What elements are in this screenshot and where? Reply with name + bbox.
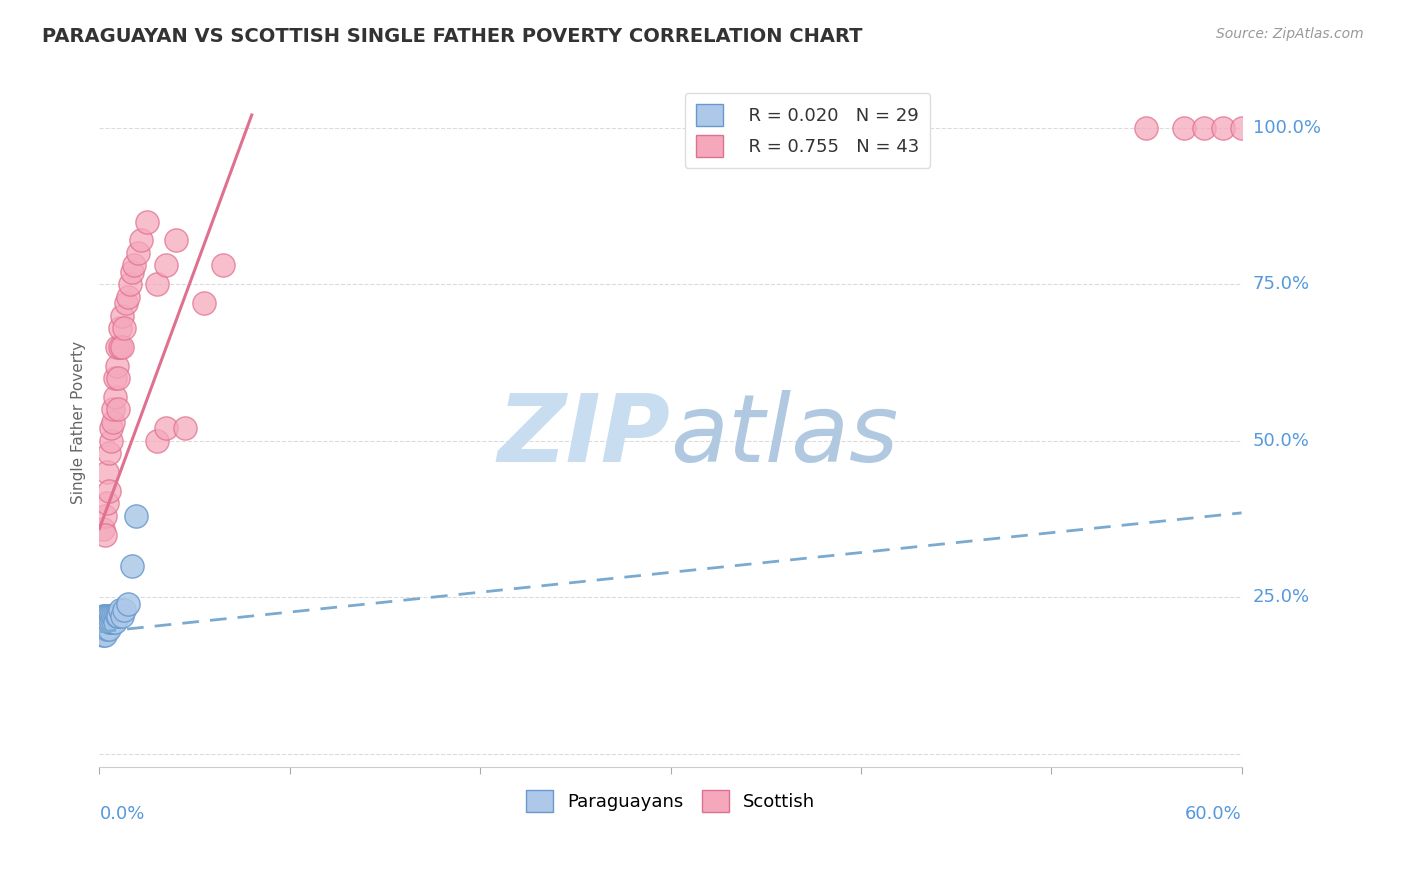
Point	[97, 615, 120, 630]
Point	[96, 465, 118, 479]
Point	[110, 321, 132, 335]
Point	[112, 603, 135, 617]
Point	[105, 359, 128, 373]
Point	[122, 259, 145, 273]
Point	[117, 597, 139, 611]
Point	[110, 340, 132, 354]
Text: 60.0%: 60.0%	[1185, 805, 1241, 823]
Point	[96, 622, 118, 636]
Point	[97, 622, 120, 636]
Point	[101, 615, 124, 630]
Point	[96, 496, 118, 510]
Text: 100.0%: 100.0%	[1253, 119, 1320, 136]
Point	[94, 622, 117, 636]
Point	[91, 609, 114, 624]
Point	[193, 296, 215, 310]
Point	[101, 415, 124, 429]
Point	[91, 522, 114, 536]
Point	[91, 615, 114, 630]
Point	[1230, 120, 1253, 135]
Text: 0.0%: 0.0%	[100, 805, 145, 823]
Point	[117, 290, 139, 304]
Point	[97, 609, 120, 624]
Text: atlas: atlas	[671, 391, 898, 482]
Point	[118, 277, 141, 292]
Point	[97, 483, 120, 498]
Point	[145, 434, 167, 448]
Y-axis label: Single Father Poverty: Single Father Poverty	[72, 341, 86, 504]
Legend: Paraguayans, Scottish: Paraguayans, Scottish	[519, 783, 823, 820]
Point	[94, 615, 117, 630]
Point	[104, 609, 127, 624]
Point	[136, 214, 159, 228]
Point	[100, 434, 122, 448]
Point	[96, 609, 118, 624]
Point	[110, 603, 132, 617]
Point	[100, 609, 122, 624]
Point	[124, 508, 146, 523]
Point	[115, 296, 138, 310]
Point	[127, 245, 149, 260]
Point	[1173, 120, 1195, 135]
Point	[111, 309, 134, 323]
Point	[111, 340, 134, 354]
Point	[104, 615, 127, 630]
Point	[105, 340, 128, 354]
Text: 25.0%: 25.0%	[1253, 589, 1310, 607]
Point	[121, 559, 143, 574]
Point	[97, 446, 120, 460]
Point	[111, 609, 134, 624]
Point	[107, 402, 129, 417]
Point	[96, 615, 118, 630]
Point	[94, 508, 117, 523]
Point	[100, 615, 122, 630]
Point	[94, 528, 117, 542]
Point	[174, 421, 197, 435]
Point	[155, 421, 177, 435]
Point	[112, 321, 135, 335]
Point	[145, 277, 167, 292]
Text: PARAGUAYAN VS SCOTTISH SINGLE FATHER POVERTY CORRELATION CHART: PARAGUAYAN VS SCOTTISH SINGLE FATHER POV…	[42, 27, 863, 45]
Point	[104, 371, 127, 385]
Point	[101, 609, 124, 624]
Point	[1135, 120, 1157, 135]
Point	[1192, 120, 1215, 135]
Point	[94, 615, 117, 630]
Point	[105, 609, 128, 624]
Point	[94, 609, 117, 624]
Point	[107, 371, 129, 385]
Point	[104, 390, 127, 404]
Point	[91, 628, 114, 642]
Point	[212, 259, 235, 273]
Text: 75.0%: 75.0%	[1253, 276, 1310, 293]
Text: 50.0%: 50.0%	[1253, 432, 1309, 450]
Point	[90, 622, 112, 636]
Text: ZIP: ZIP	[498, 390, 671, 482]
Point	[100, 421, 122, 435]
Point	[165, 233, 187, 247]
Point	[1212, 120, 1234, 135]
Point	[131, 233, 153, 247]
Point	[121, 265, 143, 279]
Text: Source: ZipAtlas.com: Source: ZipAtlas.com	[1216, 27, 1364, 41]
Point	[107, 609, 129, 624]
Point	[101, 402, 124, 417]
Point	[155, 259, 177, 273]
Point	[94, 628, 117, 642]
